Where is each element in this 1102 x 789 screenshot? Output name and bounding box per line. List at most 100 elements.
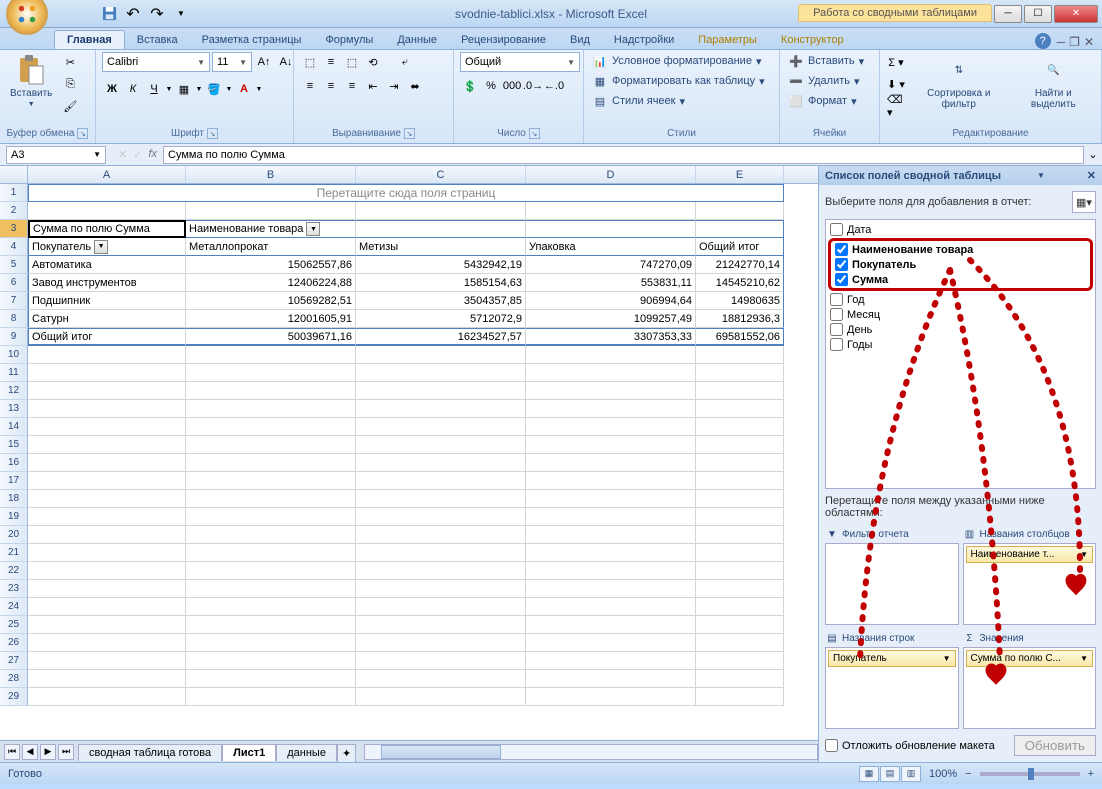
row-header-21[interactable]: 21 <box>0 544 28 562</box>
field-item-3[interactable]: Сумма <box>833 272 1088 287</box>
dropzone-columns[interactable]: ▥Названия столбцов Наименование т...▼ <box>963 525 1097 625</box>
cell[interactable] <box>696 598 784 616</box>
field-item-2[interactable]: Покупатель <box>833 257 1088 272</box>
zoom-slider[interactable] <box>980 772 1080 776</box>
column-header-C[interactable]: C <box>356 166 526 183</box>
cell[interactable] <box>186 580 356 598</box>
chip-columns[interactable]: Наименование т...▼ <box>966 546 1094 563</box>
colfield-dropdown[interactable]: ▼ <box>306 222 320 236</box>
field-checkbox[interactable] <box>830 338 843 351</box>
cell[interactable] <box>526 202 696 220</box>
cell[interactable] <box>28 346 186 364</box>
cell[interactable] <box>356 544 526 562</box>
field-checkbox[interactable] <box>830 308 843 321</box>
field-item-7[interactable]: Годы <box>828 337 1093 352</box>
expand-formula-button[interactable]: ⌄ <box>1084 148 1102 161</box>
sheet-tab-0[interactable]: сводная таблица готова <box>78 744 222 761</box>
horizontal-scrollbar[interactable] <box>364 744 818 760</box>
field-checkbox[interactable] <box>835 243 848 256</box>
pivot-row-label[interactable]: Завод инструментов <box>28 274 186 292</box>
row-header-23[interactable]: 23 <box>0 580 28 598</box>
field-item-5[interactable]: Месяц <box>828 307 1093 322</box>
col-header-2[interactable]: Упаковка <box>526 238 696 256</box>
row-header-28[interactable]: 28 <box>0 670 28 688</box>
font-launcher[interactable]: ↘ <box>207 128 218 139</box>
cell[interactable] <box>526 220 696 238</box>
field-item-4[interactable]: Год <box>828 292 1093 307</box>
paste-button[interactable]: Вставить ▼ <box>6 52 56 110</box>
cell[interactable] <box>356 490 526 508</box>
row-header-1[interactable]: 1 <box>0 184 28 202</box>
cell[interactable] <box>356 436 526 454</box>
clear-button[interactable]: ⌫ ▾ <box>886 96 906 116</box>
dropzone-filter[interactable]: ▼Фильтр отчета <box>825 525 959 625</box>
grow-font-button[interactable]: A↑ <box>254 52 274 72</box>
view-pagelayout-button[interactable]: ▤ <box>880 766 900 782</box>
row-header-26[interactable]: 26 <box>0 634 28 652</box>
align-left-button[interactable]: ≡ <box>300 76 320 96</box>
cell[interactable] <box>526 652 696 670</box>
cell[interactable] <box>696 508 784 526</box>
border-dd[interactable]: ▼ <box>195 79 203 99</box>
fill-button[interactable]: ⬇ ▾ <box>886 74 906 94</box>
cell[interactable] <box>356 616 526 634</box>
pivot-value[interactable]: 12406224,88 <box>186 274 356 292</box>
pivot-value[interactable]: 1585154,63 <box>356 274 526 292</box>
cell[interactable] <box>696 436 784 454</box>
cell[interactable] <box>186 688 356 706</box>
cell[interactable] <box>526 598 696 616</box>
align-top-button[interactable]: ⬚ <box>300 52 320 72</box>
col-header-1[interactable]: Метизы <box>356 238 526 256</box>
qat-dropdown-icon[interactable]: ▼ <box>172 5 190 23</box>
cell[interactable] <box>186 616 356 634</box>
border-button[interactable]: ▦ <box>174 79 194 99</box>
minimize-button[interactable]: ─ <box>994 5 1022 23</box>
cell[interactable] <box>696 418 784 436</box>
row-header-16[interactable]: 16 <box>0 454 28 472</box>
formatpainter-button[interactable]: 🖌 <box>60 96 80 116</box>
tab-insert[interactable]: Вставка <box>125 31 190 49</box>
cell[interactable] <box>696 634 784 652</box>
row-header-2[interactable]: 2 <box>0 202 28 220</box>
align-middle-button[interactable]: ≡ <box>321 52 341 72</box>
cell[interactable] <box>356 364 526 382</box>
zoom-in-button[interactable]: + <box>1088 768 1094 780</box>
cell[interactable] <box>28 670 186 688</box>
cell[interactable] <box>28 382 186 400</box>
cell[interactable] <box>526 508 696 526</box>
cell[interactable] <box>526 526 696 544</box>
cell[interactable] <box>526 418 696 436</box>
field-pane-dropdown-icon[interactable]: ▼ <box>1037 171 1045 180</box>
cell[interactable] <box>696 688 784 706</box>
field-pane-close-button[interactable]: ✕ <box>1087 169 1096 182</box>
maximize-button[interactable]: ☐ <box>1024 5 1052 23</box>
tab-design[interactable]: Конструктор <box>769 31 856 49</box>
cell[interactable] <box>186 670 356 688</box>
merge-button[interactable]: ⬌ <box>405 76 425 96</box>
row-header-5[interactable]: 5 <box>0 256 28 274</box>
underline-dd[interactable]: ▼ <box>165 79 173 99</box>
cell[interactable] <box>186 202 356 220</box>
cell[interactable] <box>28 526 186 544</box>
cell[interactable] <box>696 346 784 364</box>
cell[interactable] <box>28 418 186 436</box>
pivot-value[interactable]: 747270,09 <box>526 256 696 274</box>
help-button[interactable]: ? <box>1035 33 1051 49</box>
cell[interactable] <box>356 346 526 364</box>
row-header-18[interactable]: 18 <box>0 490 28 508</box>
cell[interactable] <box>696 490 784 508</box>
field-checkbox[interactable] <box>830 293 843 306</box>
row-header-4[interactable]: 4 <box>0 238 28 256</box>
cell[interactable] <box>696 472 784 490</box>
column-header-E[interactable]: E <box>696 166 784 183</box>
sort-filter-button[interactable]: ⇅ Сортировка и фильтр <box>910 52 1008 112</box>
row-header-3[interactable]: 3 <box>0 220 28 238</box>
pivot-value[interactable]: 5432942,19 <box>356 256 526 274</box>
field-checkbox[interactable] <box>830 323 843 336</box>
pivot-row-label[interactable]: Сатурн <box>28 310 186 328</box>
cell[interactable] <box>356 382 526 400</box>
bold-button[interactable]: Ж <box>102 79 122 99</box>
row-header-10[interactable]: 10 <box>0 346 28 364</box>
cell[interactable] <box>28 364 186 382</box>
new-sheet-button[interactable]: ✦ <box>337 744 356 762</box>
